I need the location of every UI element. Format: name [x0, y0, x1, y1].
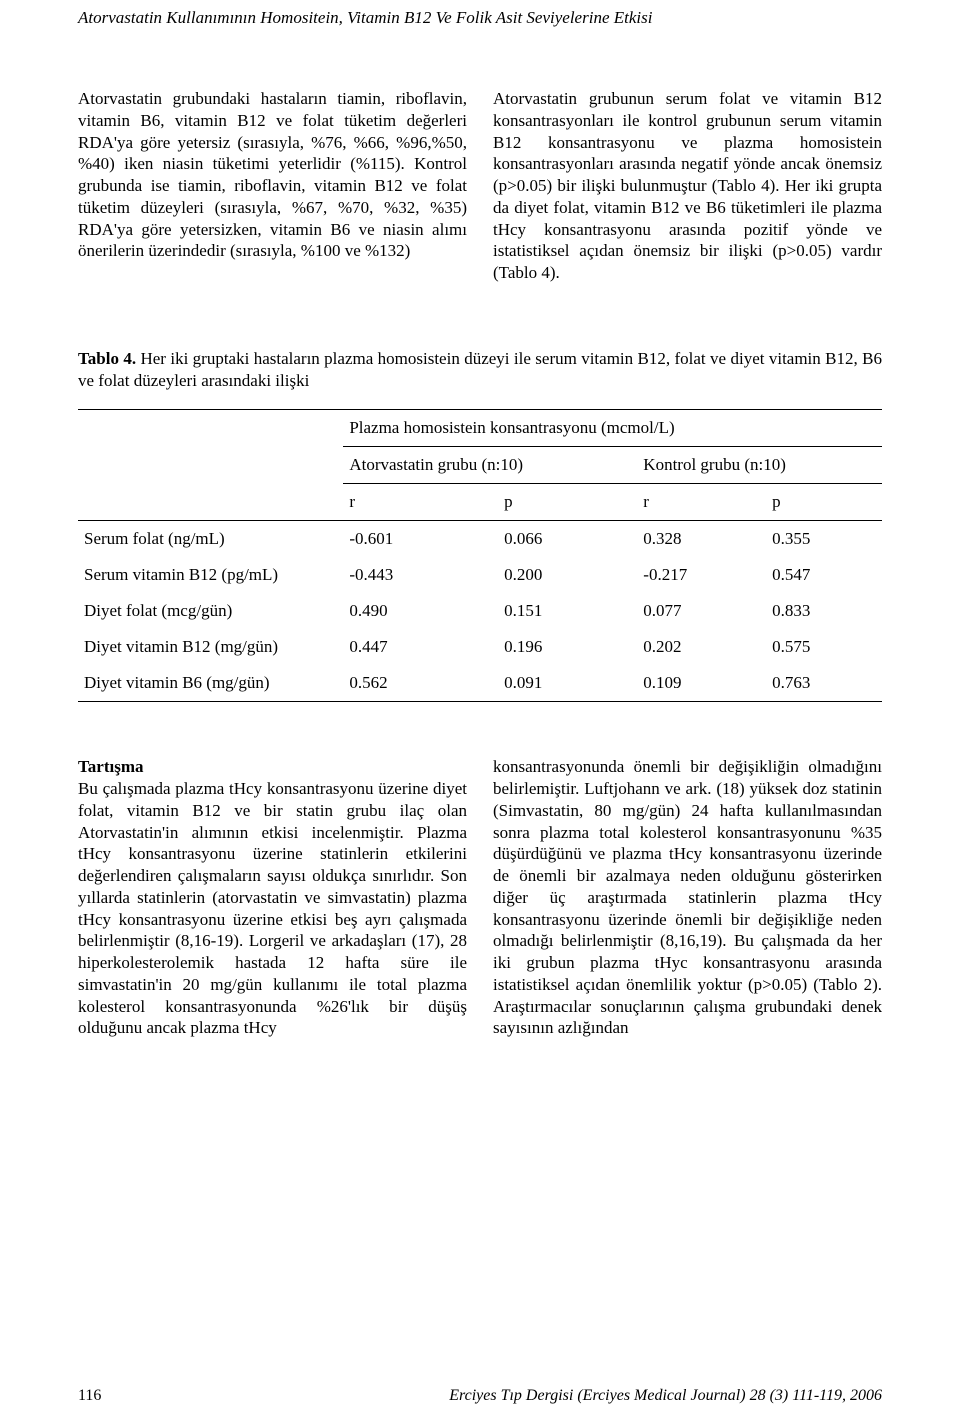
cell: 0.562	[343, 665, 498, 702]
running-head: Atorvastatin Kullanımının Homositein, Vi…	[78, 0, 882, 88]
table4-group-a: Atorvastatin grubu (n:10)	[343, 447, 637, 484]
cell: 0.151	[498, 593, 637, 629]
table4-col-ap: p	[498, 484, 637, 521]
row-label: Diyet folat (mcg/gün)	[78, 593, 343, 629]
cell: 0.447	[343, 629, 498, 665]
table4-caption: Tablo 4. Her iki gruptaki hastaların pla…	[78, 348, 882, 392]
cell: 0.200	[498, 557, 637, 593]
table4-col-ar: r	[343, 484, 498, 521]
page-number: 116	[78, 1387, 101, 1405]
cell: 0.355	[766, 521, 882, 558]
discussion-title: Tartışma	[78, 757, 144, 776]
table-row: Diyet vitamin B12 (mg/gün) 0.447 0.196 0…	[78, 629, 882, 665]
table4-caption-text: Her iki gruptaki hastaların plazma homos…	[78, 349, 882, 390]
table4-col-br: r	[637, 484, 766, 521]
discussion-columns: Tartışma Bu çalışmada plazma tHcy konsan…	[78, 756, 882, 1039]
row-label: Serum vitamin B12 (pg/mL)	[78, 557, 343, 593]
cell: 0.202	[637, 629, 766, 665]
table4-group-b: Kontrol grubu (n:10)	[637, 447, 882, 484]
page-footer: 116 Erciyes Tıp Dergisi (Erciyes Medical…	[78, 1387, 882, 1405]
row-label: Diyet vitamin B6 (mg/gün)	[78, 665, 343, 702]
cell: 0.109	[637, 665, 766, 702]
cell: 0.547	[766, 557, 882, 593]
row-label: Serum folat (ng/mL)	[78, 521, 343, 558]
cell: 0.066	[498, 521, 637, 558]
cell: 0.575	[766, 629, 882, 665]
table4-caption-lead: Tablo 4.	[78, 349, 136, 368]
cell: 0.490	[343, 593, 498, 629]
intro-left-column: Atorvastatin grubundaki hastaların tiami…	[78, 88, 467, 284]
table-row: Diyet folat (mcg/gün) 0.490 0.151 0.077 …	[78, 593, 882, 629]
cell: 0.763	[766, 665, 882, 702]
discussion-left-column: Tartışma Bu çalışmada plazma tHcy konsan…	[78, 756, 467, 1039]
cell: 0.091	[498, 665, 637, 702]
discussion-right-column: konsantrasyonunda önemli bir değişikliği…	[493, 756, 882, 1039]
table4: Plazma homosistein konsantrasyonu (mcmol…	[78, 409, 882, 702]
row-label: Diyet vitamin B12 (mg/gün)	[78, 629, 343, 665]
page-root: Atorvastatin Kullanımının Homositein, Vi…	[0, 0, 960, 1427]
cell: -0.443	[343, 557, 498, 593]
table-row: Diyet vitamin B6 (mg/gün) 0.562 0.091 0.…	[78, 665, 882, 702]
cell: 0.077	[637, 593, 766, 629]
table4-superheader: Plazma homosistein konsantrasyonu (mcmol…	[343, 410, 882, 447]
intro-columns: Atorvastatin grubundaki hastaların tiami…	[78, 88, 882, 284]
table-row: Serum folat (ng/mL) -0.601 0.066 0.328 0…	[78, 521, 882, 558]
journal-citation: Erciyes Tıp Dergisi (Erciyes Medical Jou…	[449, 1387, 882, 1405]
cell: 0.328	[637, 521, 766, 558]
discussion-left-text: Bu çalışmada plazma tHcy konsantrasyonu …	[78, 779, 467, 1037]
cell: 0.196	[498, 629, 637, 665]
table-row: Serum vitamin B12 (pg/mL) -0.443 0.200 -…	[78, 557, 882, 593]
cell: -0.217	[637, 557, 766, 593]
intro-right-column: Atorvastatin grubunun serum folat ve vit…	[493, 88, 882, 284]
table4-col-bp: p	[766, 484, 882, 521]
cell: 0.833	[766, 593, 882, 629]
cell: -0.601	[343, 521, 498, 558]
table4-body: Serum folat (ng/mL) -0.601 0.066 0.328 0…	[78, 521, 882, 702]
